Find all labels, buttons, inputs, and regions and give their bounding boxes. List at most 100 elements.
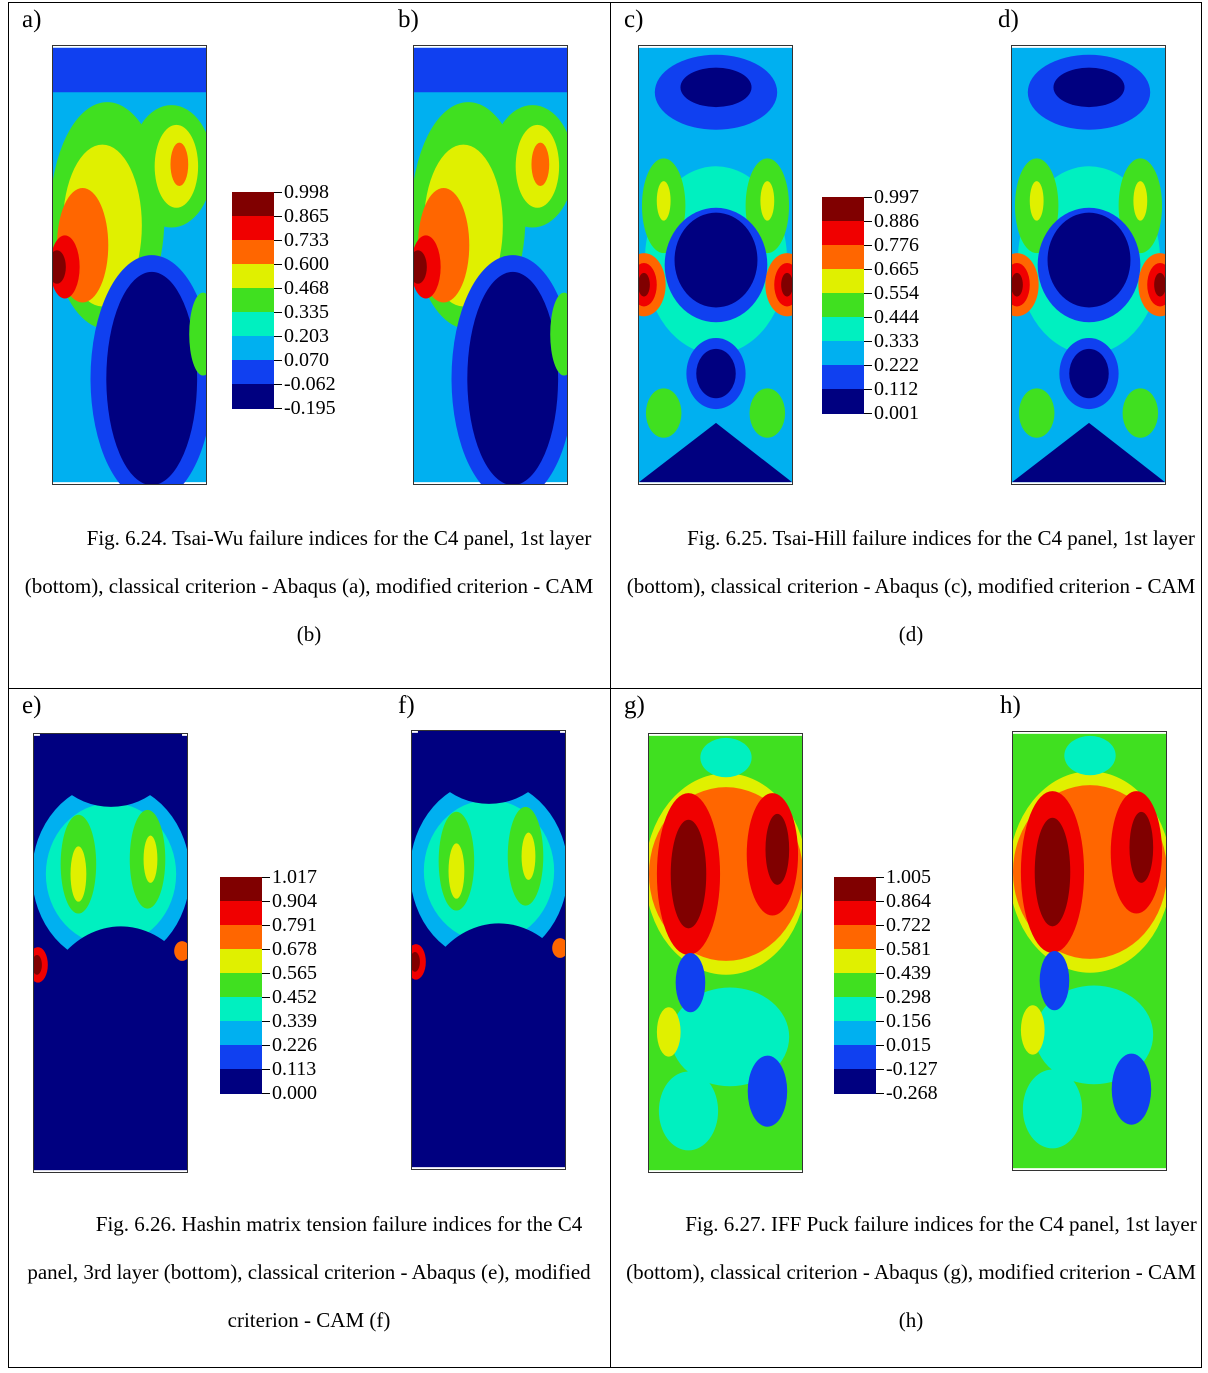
legend-tick: [274, 384, 282, 385]
legend-tick: [876, 1021, 884, 1022]
legend-swatch: [834, 973, 876, 998]
legend-label: 0.335: [284, 301, 329, 323]
legend-swatch: [834, 1045, 876, 1070]
legend-swatch: [220, 901, 262, 926]
legend-tick: [864, 293, 872, 294]
legend-label: 1.005: [886, 866, 931, 888]
legend-tick: [262, 949, 270, 950]
legend-tick: [876, 925, 884, 926]
legend-swatch: [232, 264, 274, 289]
legend: 1.005 0.864 0.722 0.581 0.439 0.298 0.156 0.015…: [834, 867, 974, 1103]
figure-cell: e) f) 1.017 0.904 0.791 0.678 0.565 0.452 0.33…: [8, 688, 609, 1373]
legend-label: 0.722: [886, 914, 931, 936]
legend-swatch: [822, 221, 864, 246]
legend-tick: [876, 877, 884, 878]
legend-tick: [262, 901, 270, 902]
legend: 1.017 0.904 0.791 0.678 0.565 0.452 0.339 0.226…: [220, 867, 360, 1103]
legend-tick: [274, 216, 282, 217]
legend-swatch: [822, 389, 864, 414]
panel-label: e): [22, 692, 42, 719]
legend-label: 0.678: [272, 938, 317, 960]
legend-tick: [274, 264, 282, 265]
legend-tick: [864, 317, 872, 318]
panel-label: g): [624, 692, 645, 719]
legend-swatch: [220, 973, 262, 998]
legend-swatch: [232, 192, 274, 217]
legend-label: 0.452: [272, 986, 317, 1008]
legend-label: 0.600: [284, 253, 329, 275]
legend-tick: [876, 1069, 884, 1070]
legend-swatch: [220, 949, 262, 974]
legend-swatch: [822, 269, 864, 294]
legend-swatch: [220, 1045, 262, 1070]
legend-swatch: [834, 1021, 876, 1046]
legend-label: 0.998: [284, 181, 329, 203]
legend-tick: [864, 197, 872, 198]
legend-swatch: [834, 925, 876, 950]
legend-swatch: [822, 293, 864, 318]
legend-label: 0.113: [272, 1058, 317, 1080]
legend-label: 0.468: [284, 277, 329, 299]
legend-label: 0.864: [886, 890, 931, 912]
legend-label: 0.298: [886, 986, 931, 1008]
legend-label: 0.886: [874, 210, 919, 232]
legend-label: 0.665: [874, 258, 919, 280]
legend-swatch: [220, 925, 262, 950]
legend: 0.997 0.886 0.776 0.665 0.554 0.444 0.333 0.222…: [822, 187, 962, 423]
legend-label: 0.791: [272, 914, 317, 936]
legend-swatch: [834, 997, 876, 1022]
caption: Fig. 6.25. Tsai-Hill failure indices for…: [626, 526, 1196, 646]
legend-label: 0.904: [272, 890, 317, 912]
legend-label: 1.017: [272, 866, 317, 888]
legend-label: 0.156: [886, 1010, 931, 1032]
legend-tick: [876, 997, 884, 998]
legend-tick: [274, 336, 282, 337]
legend-swatch: [232, 384, 274, 409]
legend-label: 0.554: [874, 282, 919, 304]
contour-plot: [33, 733, 188, 1173]
legend-tick: [864, 269, 872, 270]
legend-swatch: [822, 197, 864, 222]
legend-tick: [274, 360, 282, 361]
legend-swatch: [822, 365, 864, 390]
legend-swatch: [232, 216, 274, 241]
legend-tick: [262, 1093, 270, 1094]
legend-label: 0.333: [874, 330, 919, 352]
legend-label: 0.439: [886, 962, 931, 984]
legend-tick: [274, 288, 282, 289]
legend-swatch: [834, 949, 876, 974]
legend-label: 0.203: [284, 325, 329, 347]
legend-label: 0.776: [874, 234, 919, 256]
legend-label: -0.062: [284, 373, 336, 395]
legend-swatch: [232, 288, 274, 313]
column-divider: [610, 2, 611, 1368]
legend-tick: [274, 240, 282, 241]
contour-plot: [638, 45, 793, 485]
contour-plot: [413, 45, 568, 485]
legend-tick: [876, 973, 884, 974]
panel-label: f): [398, 692, 415, 719]
legend-tick: [262, 877, 270, 878]
legend-swatch: [232, 312, 274, 337]
legend-swatch: [834, 877, 876, 902]
caption: Fig. 6.27. IFF Puck failure indices for …: [626, 1212, 1197, 1332]
legend-tick: [274, 192, 282, 193]
panel-label: h): [1000, 692, 1021, 719]
table-border: [8, 2, 1202, 1368]
legend-tick: [262, 997, 270, 998]
legend-tick: [262, 1045, 270, 1046]
legend-tick: [876, 1093, 884, 1094]
figure-cell: g) h) 1.005 0.864 0.722 0.581 0.439 0.298 0.15…: [610, 688, 1208, 1373]
legend-tick: [876, 949, 884, 950]
legend-tick: [262, 925, 270, 926]
legend-tick: [864, 365, 872, 366]
legend-label: 0.015: [886, 1034, 931, 1056]
panel-label: b): [398, 6, 419, 33]
legend-swatch: [220, 1069, 262, 1094]
legend-swatch: [834, 1069, 876, 1094]
legend-tick: [864, 341, 872, 342]
legend-tick: [864, 221, 872, 222]
legend-label: 0.222: [874, 354, 919, 376]
contour-plot: [52, 45, 207, 485]
panel-label: d): [998, 6, 1019, 33]
